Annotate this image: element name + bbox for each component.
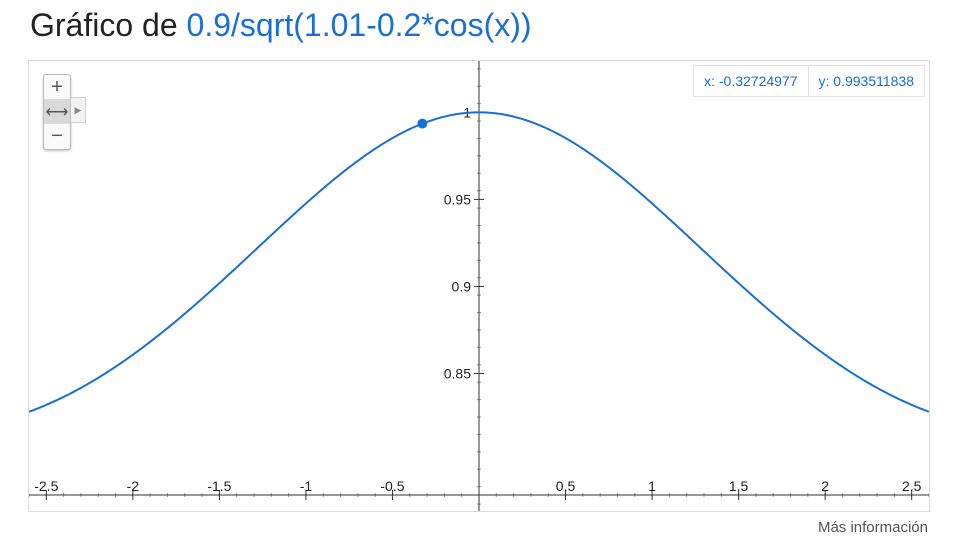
x-tick-label: -1.5 bbox=[207, 478, 231, 494]
x-tick-label: -1 bbox=[300, 478, 313, 494]
plot-area[interactable]: -2.5 -2 -1.5 -1 -0.5 0.5 1 1.5 2 2.5 0.85 0.9 0.95 1 … bbox=[28, 60, 930, 512]
readout-y: y: 0.993511838 bbox=[818, 73, 915, 89]
x-tick-label: -0.5 bbox=[380, 478, 404, 494]
y-tick-label: 0.95 bbox=[444, 191, 471, 207]
zoom-expand-button[interactable]: ▶ bbox=[71, 97, 86, 123]
function-graph[interactable]: -2.5 -2 -1.5 -1 -0.5 0.5 1 1.5 2 2.50.850.90.951 bbox=[29, 61, 929, 511]
x-tick-label: 0.5 bbox=[556, 478, 576, 494]
axis-ticks: -2.5 -2 -1.5 -1 -0.5 0.5 1 1.5 2 2.50.850.90.951 bbox=[29, 68, 929, 505]
highlight-point[interactable] bbox=[417, 118, 428, 129]
zoom-in-button[interactable]: + bbox=[44, 75, 70, 100]
triangle-right-icon: ▶ bbox=[74, 105, 82, 115]
readout-divider bbox=[807, 66, 809, 96]
more-info-link[interactable]: Más información bbox=[817, 519, 928, 536]
title-function: 0.9/sqrt(1.01-0.2*cos(x)) bbox=[186, 7, 532, 43]
x-tick-label: 2 bbox=[821, 478, 829, 494]
y-tick-label: 0.9 bbox=[452, 278, 472, 294]
y-tick-label: 0.85 bbox=[444, 365, 471, 381]
page-title: Gráfico de 0.9/sqrt(1.01-0.2*cos(x)) bbox=[30, 4, 532, 46]
function-curve bbox=[29, 111, 929, 413]
title-prefix: Gráfico de bbox=[30, 7, 178, 43]
x-tick-label: 1 bbox=[648, 478, 656, 494]
horizontal-arrows-icon: ⟷ bbox=[45, 104, 69, 121]
coordinate-readout: x: -0.32724977 y: 0.993511838 bbox=[693, 65, 925, 97]
x-tick-label: -2.5 bbox=[34, 478, 58, 494]
x-tick-label: 2.5 bbox=[902, 478, 922, 494]
zoom-fit-button[interactable]: ⟷ bbox=[44, 99, 70, 124]
plus-icon: + bbox=[51, 76, 63, 98]
minus-icon: − bbox=[51, 125, 63, 147]
zoom-out-button[interactable]: − bbox=[44, 124, 70, 148]
x-tick-label: -2 bbox=[127, 478, 140, 494]
x-tick-label: 1.5 bbox=[729, 478, 749, 494]
readout-x: x: -0.32724977 bbox=[704, 73, 798, 89]
zoom-control: + ⟷ − bbox=[43, 74, 71, 150]
